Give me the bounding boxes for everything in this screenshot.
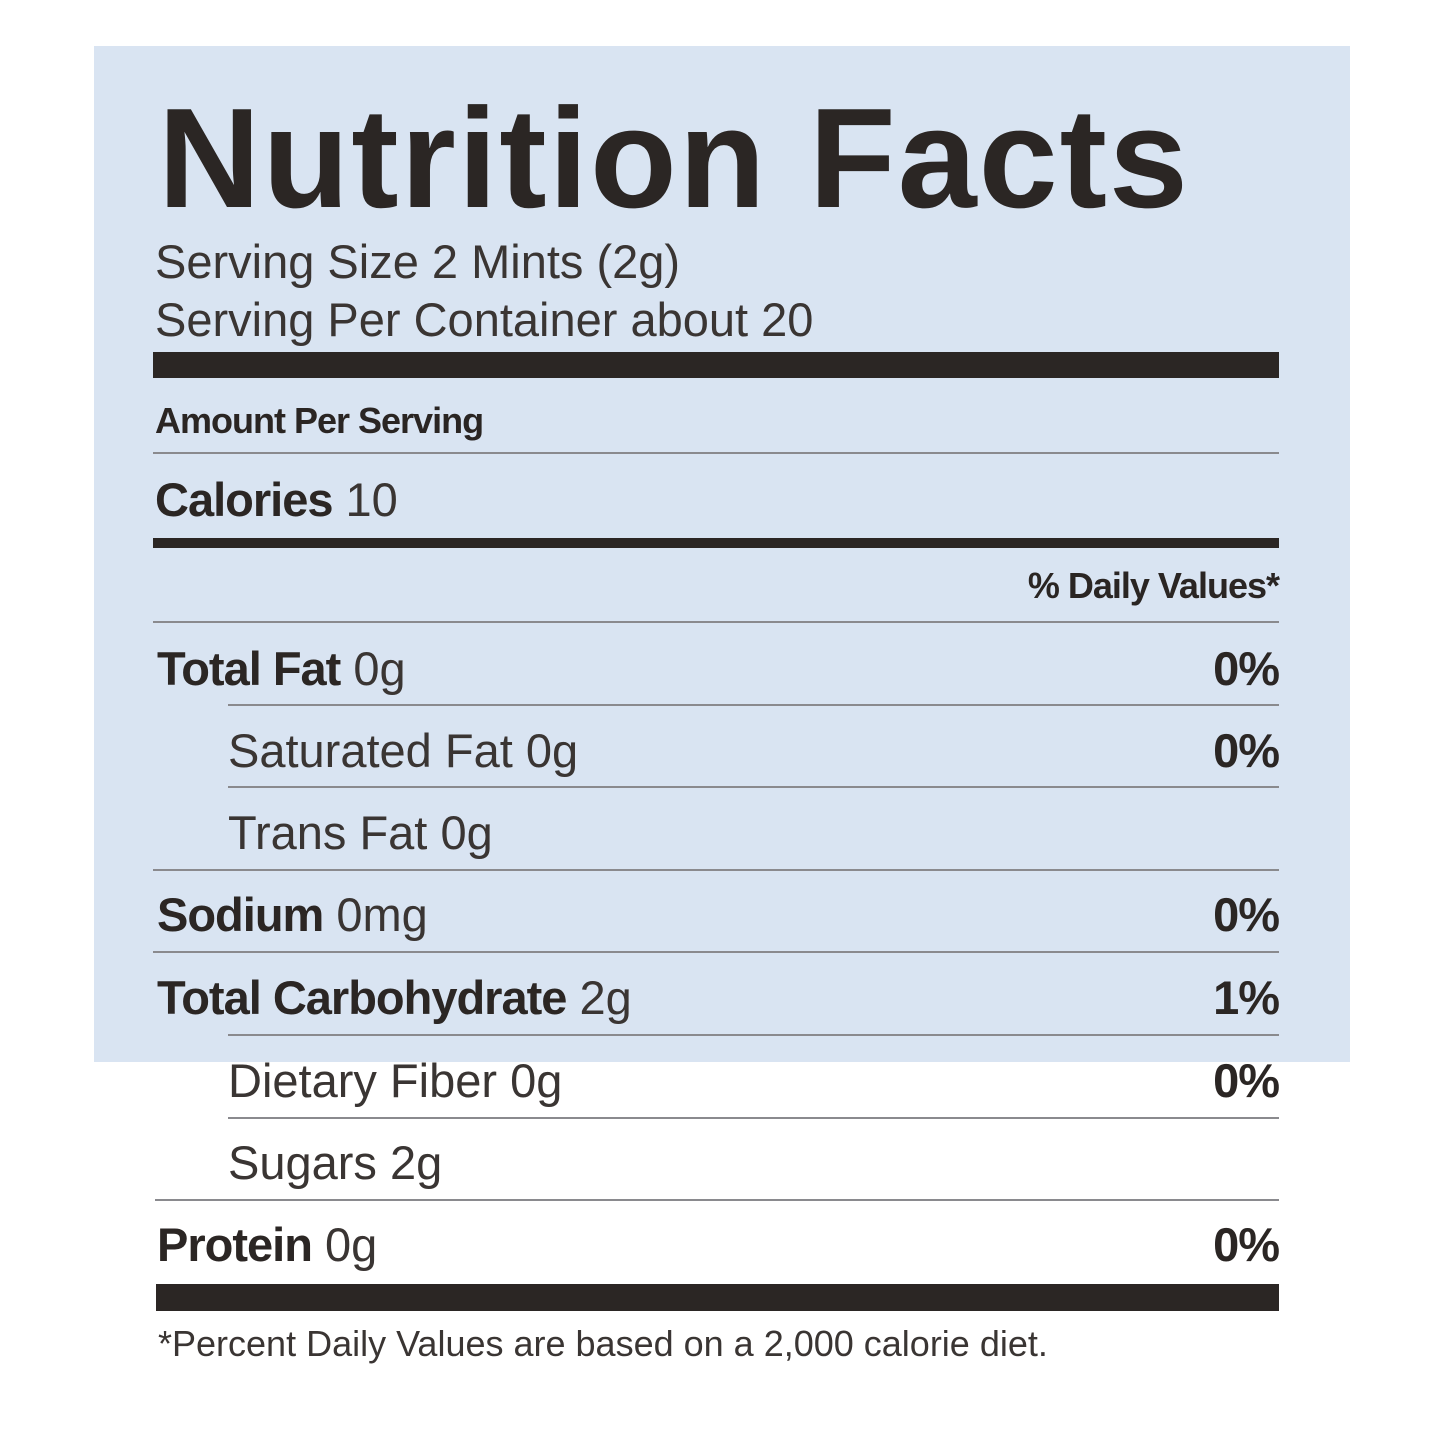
divider (153, 951, 1279, 953)
nutrient-dv: 0% (1213, 1054, 1280, 1107)
divider (228, 1034, 1279, 1036)
amount-per-serving: Amount Per Serving (155, 400, 484, 441)
nutrient-label: Saturated Fat (228, 724, 513, 777)
divider (228, 786, 1279, 788)
nutrient-label: Dietary Fiber (228, 1054, 498, 1107)
nutrient-row-protein: Protein 0g (157, 1221, 377, 1268)
nutrient-row-sugars: Sugars 2g (228, 1139, 442, 1186)
nutrition-label-panel (94, 46, 1350, 1062)
nutrient-row-saturated-fat: Saturated Fat 0g (228, 727, 578, 774)
nutrient-label: Sugars (228, 1136, 377, 1189)
nutrient-amount: 0g (440, 806, 493, 859)
nutrient-label: Total Fat (157, 642, 341, 695)
divider (155, 1199, 1279, 1201)
calories-value: 10 (345, 473, 398, 526)
nutrient-dv: 0% (1213, 724, 1280, 777)
nutrient-label: Total Carbohydrate (157, 971, 567, 1024)
nutrient-dv: 1% (1213, 971, 1280, 1024)
servings-per-container: Serving Per Container about 20 (155, 293, 814, 346)
nutrient-row-total-fat: Total Fat 0g (157, 645, 406, 692)
nutrient-amount: 2g (389, 1136, 443, 1189)
footnote: *Percent Daily Values are based on a 2,0… (158, 1323, 1048, 1364)
nutrient-dv: 0% (1213, 1218, 1280, 1271)
thick-divider (153, 352, 1279, 378)
nutrient-label: Sodium (157, 888, 324, 941)
nutrient-dv: 0% (1213, 888, 1280, 941)
nutrient-dv: 0% (1213, 642, 1280, 695)
nutrient-row-trans-fat: Trans Fat 0g (228, 809, 493, 856)
divider (153, 869, 1279, 871)
label-title: Nutrition Facts (158, 79, 1190, 238)
thick-divider (156, 1284, 1279, 1311)
nutrient-amount: 0g (510, 1054, 563, 1107)
divider (153, 621, 1279, 623)
divider (153, 452, 1279, 454)
divider (228, 1117, 1279, 1119)
divider (228, 704, 1279, 706)
medium-divider (153, 538, 1279, 548)
nutrient-amount: 0g (525, 724, 579, 777)
nutrient-label: Trans Fat (228, 806, 428, 859)
nutrient-amount: 0mg (336, 888, 428, 941)
nutrient-row-dietary-fiber: Dietary Fiber 0g (228, 1057, 562, 1104)
calories-row: Calories 10 (155, 476, 398, 523)
nutrient-row-total-carbohydrate: Total Carbohydrate 2g (157, 974, 632, 1021)
daily-values-header: % Daily Values* (1027, 565, 1280, 606)
nutrient-amount: 0g (353, 642, 406, 695)
nutrient-amount: 2g (579, 971, 632, 1024)
calories-label: Calories (155, 473, 333, 526)
nutrient-row-sodium: Sodium 0mg (157, 891, 428, 938)
nutrient-amount: 0g (324, 1218, 378, 1271)
nutrient-label: Protein (157, 1218, 313, 1271)
serving-size: Serving Size 2 Mints (2g) (155, 235, 681, 288)
